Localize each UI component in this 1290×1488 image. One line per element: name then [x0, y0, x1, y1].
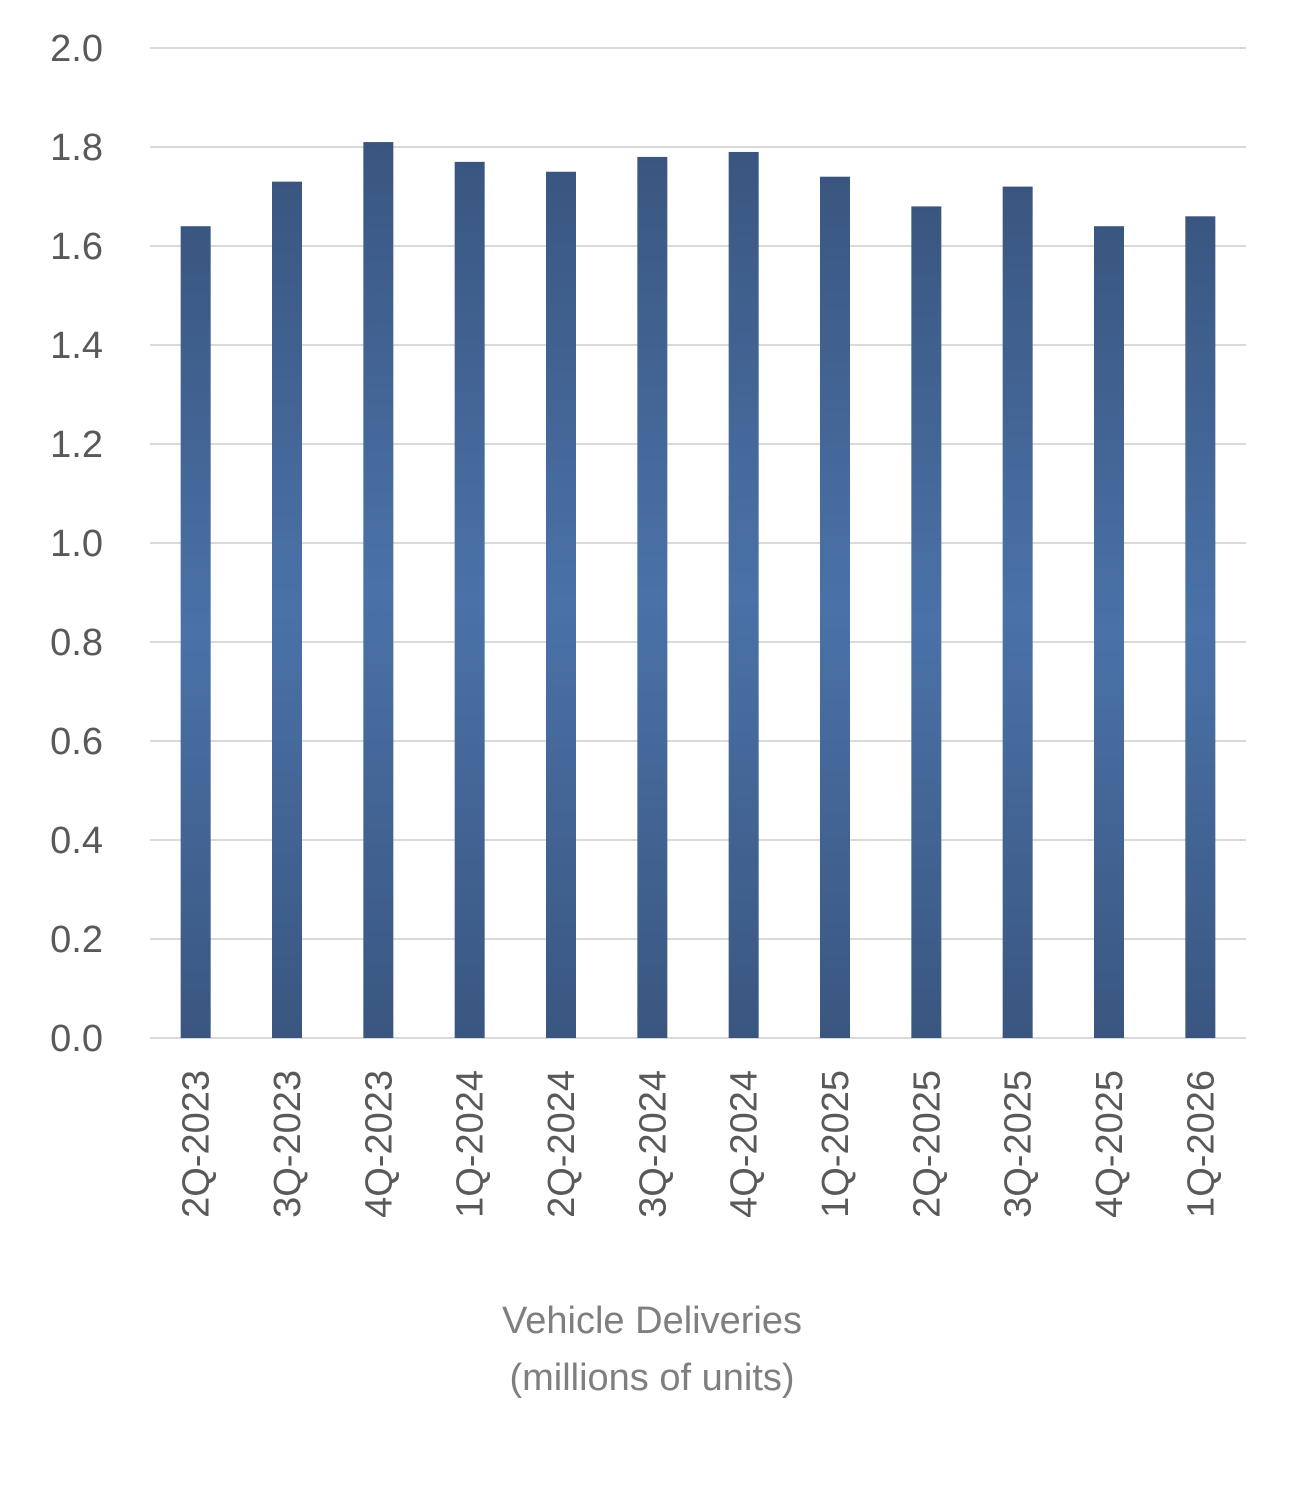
bar-2Q-2025 — [911, 206, 942, 1038]
y-tick-label: 2.0 — [50, 28, 103, 70]
axis-title-line-2: (millions of units) — [509, 1357, 794, 1399]
x-category-label: 4Q-2024 — [724, 1070, 766, 1218]
y-tick-label: 0.4 — [50, 820, 103, 862]
x-category-label: 2Q-2025 — [906, 1070, 948, 1218]
y-tick-label: 1.2 — [50, 424, 103, 466]
y-tick-label: 1.4 — [50, 325, 103, 367]
y-tick-label: 0.2 — [50, 919, 103, 961]
x-category-label: 1Q-2024 — [450, 1070, 492, 1218]
bar-2Q-2023 — [180, 226, 211, 1038]
y-tick-label: 0.8 — [50, 622, 103, 664]
bar-4Q-2024 — [728, 151, 759, 1038]
bars — [180, 142, 1216, 1039]
bar-3Q-2025 — [1002, 186, 1033, 1039]
y-axis-tick-labels: 0.0 0.2 0.4 0.6 0.8 1.0 1.2 1.4 1.6 1.8 2.0 — [50, 28, 103, 1060]
y-tick-label: 1.6 — [50, 226, 103, 268]
x-category-label: 4Q-2023 — [358, 1070, 400, 1218]
y-tick-label: 1.8 — [50, 127, 103, 169]
bar-3Q-2023 — [272, 181, 302, 1038]
bar-1Q-2026 — [1185, 216, 1216, 1039]
x-category-label: 3Q-2023 — [267, 1070, 309, 1218]
bar-4Q-2025 — [1094, 226, 1124, 1038]
x-category-label: 4Q-2025 — [1089, 1070, 1131, 1218]
bar-3Q-2024 — [637, 156, 668, 1038]
x-category-label: 3Q-2025 — [998, 1070, 1040, 1218]
x-category-label: 1Q-2025 — [815, 1070, 857, 1218]
x-category-label: 3Q-2024 — [632, 1070, 674, 1218]
bar-1Q-2025 — [820, 176, 850, 1038]
x-category-label: 2Q-2024 — [541, 1070, 583, 1218]
x-category-label: 2Q-2023 — [176, 1070, 218, 1218]
bar-2Q-2024 — [546, 171, 576, 1038]
axis-title-line-1: Vehicle Deliveries — [502, 1300, 802, 1342]
bar-1Q-2024 — [454, 161, 485, 1039]
y-tick-label: 0.6 — [50, 721, 103, 763]
x-category-label: 1Q-2026 — [1180, 1070, 1222, 1218]
bar-4Q-2023 — [363, 142, 394, 1039]
x-axis-category-labels: 2Q-2023 3Q-2023 4Q-2023 1Q-2024 2Q-2024 3Q-20… — [176, 1070, 1223, 1218]
gridlines — [150, 47, 1246, 1039]
y-tick-label: 0.0 — [50, 1018, 103, 1060]
y-tick-label: 1.0 — [50, 523, 103, 565]
